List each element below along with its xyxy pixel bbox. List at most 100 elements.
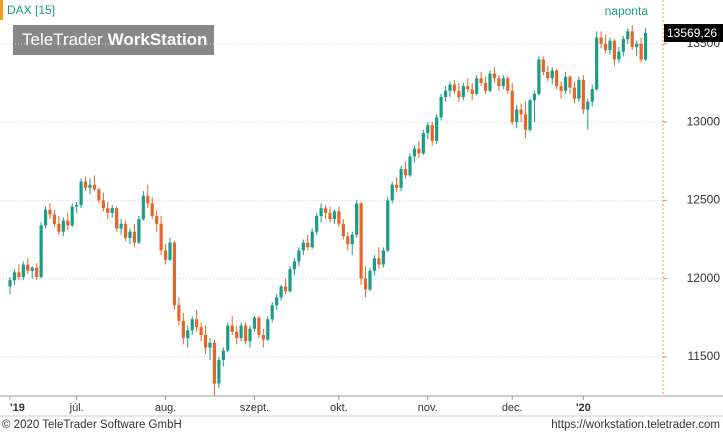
x-tick-label: '20 [576,402,591,414]
y-tick-label: 12000 [687,271,721,285]
candle-body [163,250,168,260]
x-tick-label: okt. [330,402,348,414]
candle-body [363,278,368,290]
candle-body [92,184,97,190]
candle-body [452,84,457,91]
x-tick-label: nov. [418,402,438,414]
candle-body [323,208,328,213]
candle-body [292,261,297,270]
candle-body [408,156,412,176]
candle-body [630,31,634,47]
candle-body [61,220,65,232]
x-tick-label: dec. [502,402,523,414]
candle-body [12,272,17,281]
candle-body [328,212,332,220]
candle-body [541,59,545,72]
candle-body [568,76,572,88]
candle-body [390,184,394,201]
footer-copyright: © 2020 TeleTrader Software GmbH [2,419,182,431]
candle-body [17,272,21,278]
candle-body [612,40,617,60]
candle-body [488,73,492,91]
candle-body [123,223,128,238]
candle-body [372,258,377,271]
candle-body [266,319,270,340]
y-tick-label: 13000 [687,114,721,128]
candle-body [555,70,559,87]
candle-body [83,181,88,188]
candle-body [510,90,514,123]
candle-body [75,205,79,207]
candle-body [257,317,261,335]
x-tick-label: aug. [155,402,176,414]
candle-body [381,250,385,265]
candle-body [177,305,181,321]
candle-body [479,78,483,83]
candle-body [52,214,57,224]
candle-body [203,334,208,348]
candle-body [377,258,381,265]
candle-body [115,208,119,229]
candle-body [172,242,177,306]
candle-body [57,223,61,232]
brand: TeleTrader WorkStation [22,30,207,49]
candle-body [621,39,625,52]
candle-body [501,78,505,87]
candle-body [306,242,310,248]
brand-bold: WorkStation [108,30,208,49]
candle-body [230,325,234,332]
footer-url: https://workstation.teletrader.com [551,419,720,431]
candle-body [186,330,190,339]
symbol-title: DAX [15] [7,3,55,17]
candle-body [70,206,74,226]
candle-body [346,236,350,245]
candle-body [275,297,279,306]
candle-body [506,78,510,91]
candle-body [168,242,172,260]
candle-body [110,208,114,213]
candle-body [635,43,639,47]
candle-body [8,280,12,287]
candle-body [603,43,608,51]
candle-body [519,109,523,115]
candle-body [435,117,439,141]
candle-body [106,208,110,213]
candle-body [515,109,519,123]
candle-body [359,203,363,279]
candle-body [199,327,203,335]
candle-body [261,334,265,340]
candle-body [101,200,105,209]
candle-body [226,325,230,351]
symbol-marker [0,0,3,20]
y-tick-label: 12500 [687,193,721,207]
candle-body [128,231,132,238]
candle-body [315,216,319,232]
last-value-label: 13569,26 [667,26,717,40]
x-tick-label: szept. [240,402,269,414]
candle-body [297,250,301,262]
candle-body [97,189,101,201]
candle-body [523,114,528,130]
candle-body [79,181,83,206]
candle-body [39,225,43,278]
candle-body [448,84,452,91]
candle-body [279,286,283,298]
candle-body [208,342,212,348]
candle-body [341,223,345,237]
candle-body [626,31,630,40]
candle-body [350,234,354,245]
candle-body [643,32,648,60]
candle-body [461,86,465,98]
candle-body [639,43,643,60]
candle-body [590,89,594,102]
candle-body [403,169,408,176]
candle-body [217,360,221,384]
candle-body [221,350,225,360]
candle-body [368,270,372,290]
candle-body [132,231,137,243]
candle-body [546,72,550,79]
x-tick-label: '19 [10,402,25,414]
candle-body [577,79,581,99]
candle-body [617,51,621,60]
